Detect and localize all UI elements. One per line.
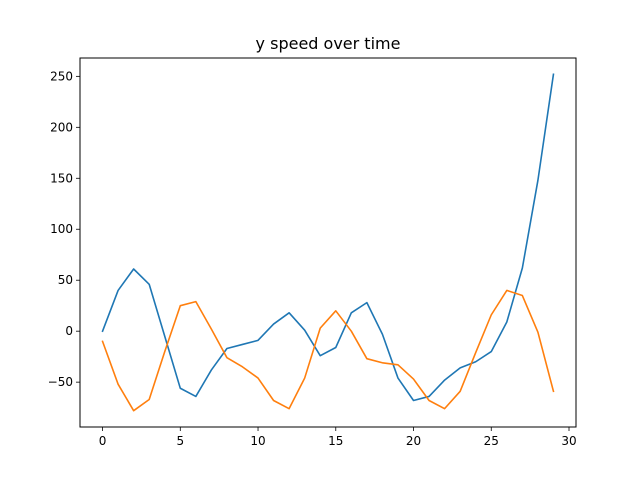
y-tick-label: 200 bbox=[50, 120, 73, 134]
y-tick-label: −50 bbox=[48, 375, 73, 389]
y-tick-label: 100 bbox=[50, 222, 73, 236]
x-axis: 0 5 10 15 20 25 30 bbox=[99, 427, 577, 448]
x-tick-label: 25 bbox=[484, 434, 499, 448]
y-tick-label: 150 bbox=[50, 171, 73, 185]
x-tick-label: 15 bbox=[328, 434, 343, 448]
y-tick-label: 250 bbox=[50, 69, 73, 83]
x-tick-label: 20 bbox=[406, 434, 421, 448]
y-tick-label: 50 bbox=[58, 273, 73, 287]
plot-lines bbox=[101, 73, 555, 412]
series-line-2 bbox=[101, 289, 555, 412]
x-tick-label: 5 bbox=[176, 434, 184, 448]
series-line-1 bbox=[101, 73, 555, 402]
plot-frame bbox=[79, 57, 577, 428]
x-tick-label: 0 bbox=[99, 434, 107, 448]
y-axis: −50 0 50 100 150 200 250 bbox=[48, 69, 80, 389]
y-tick-label: 0 bbox=[65, 324, 73, 338]
x-tick-label: 30 bbox=[561, 434, 576, 448]
chart-title: y speed over time bbox=[256, 34, 401, 53]
x-tick-label: 10 bbox=[250, 434, 265, 448]
